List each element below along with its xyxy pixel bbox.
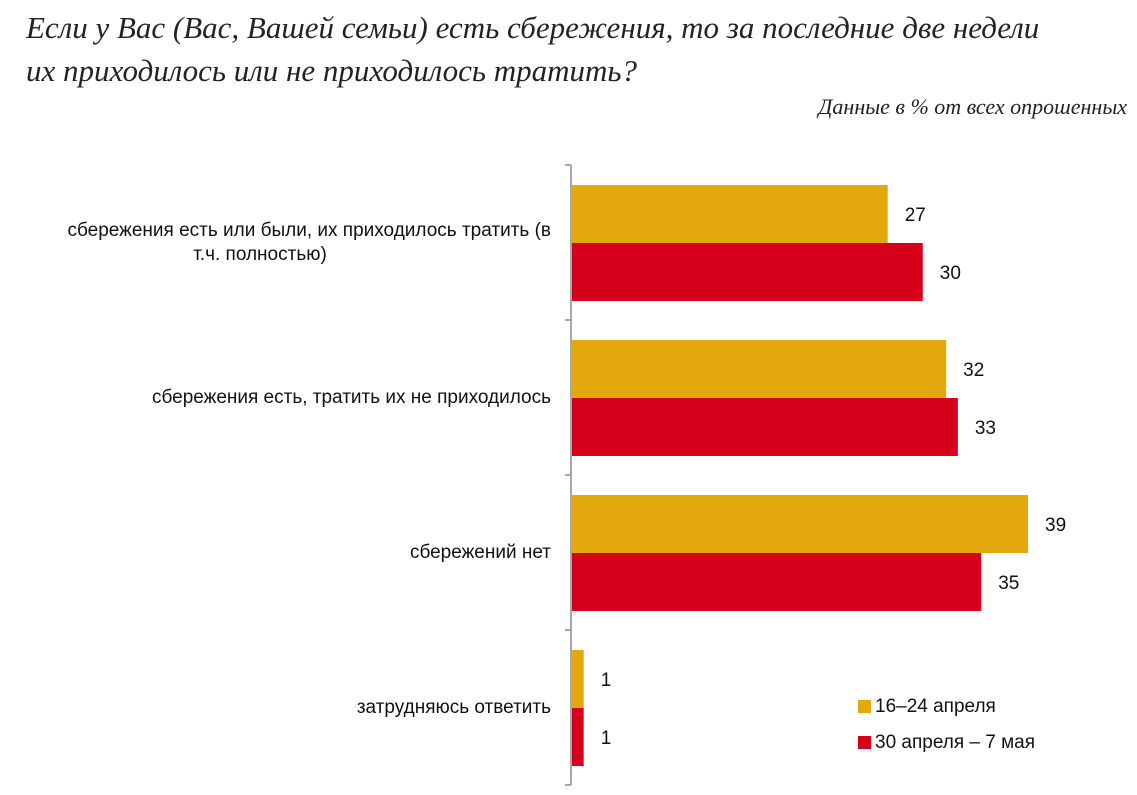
bar-series-2-category-4 — [572, 708, 584, 766]
chart-subtitle: Данные в % от всех опрошенных — [818, 94, 1127, 119]
legend-swatch-2 — [858, 736, 871, 749]
bar-series-2-category-2 — [572, 398, 958, 456]
legend-swatch-1 — [858, 700, 871, 713]
bar-series-1-category-4 — [572, 650, 584, 708]
bar-series-2-category-1 — [572, 243, 923, 301]
category-label: сбережения есть или были, их приходилось… — [67, 220, 551, 241]
data-label: 33 — [975, 418, 996, 439]
data-label: 27 — [905, 205, 926, 226]
category-label: т.ч. полностью) — [193, 244, 327, 265]
legend-label-2: 30 апреля – 7 мая — [875, 732, 1035, 753]
bar-series-1-category-2 — [572, 340, 947, 398]
data-label: 35 — [998, 573, 1019, 594]
legend-label-1: 16–24 апреля — [875, 696, 996, 717]
data-label: 32 — [963, 360, 984, 381]
category-label: сбережений нет — [410, 542, 551, 563]
data-label: 1 — [601, 670, 612, 691]
bar-series-2-category-3 — [572, 553, 982, 611]
bar-series-1-category-3 — [572, 495, 1028, 553]
data-label: 39 — [1045, 515, 1066, 536]
chart-title-line1: Если у Вас (Вас, Вашей семьи) есть сбере… — [26, 10, 1040, 45]
chart-title: Если у Вас (Вас, Вашей семьи) есть сбере… — [26, 6, 1126, 92]
data-label: 1 — [601, 728, 612, 749]
chart-title-line2: их приходилось или не приходилось тратит… — [26, 53, 637, 88]
category-label: сбережения есть, тратить их не приходило… — [152, 387, 551, 408]
data-label: 30 — [940, 263, 961, 284]
bar-series-1-category-1 — [572, 185, 888, 243]
category-label: затрудняюсь ответить — [357, 697, 551, 718]
